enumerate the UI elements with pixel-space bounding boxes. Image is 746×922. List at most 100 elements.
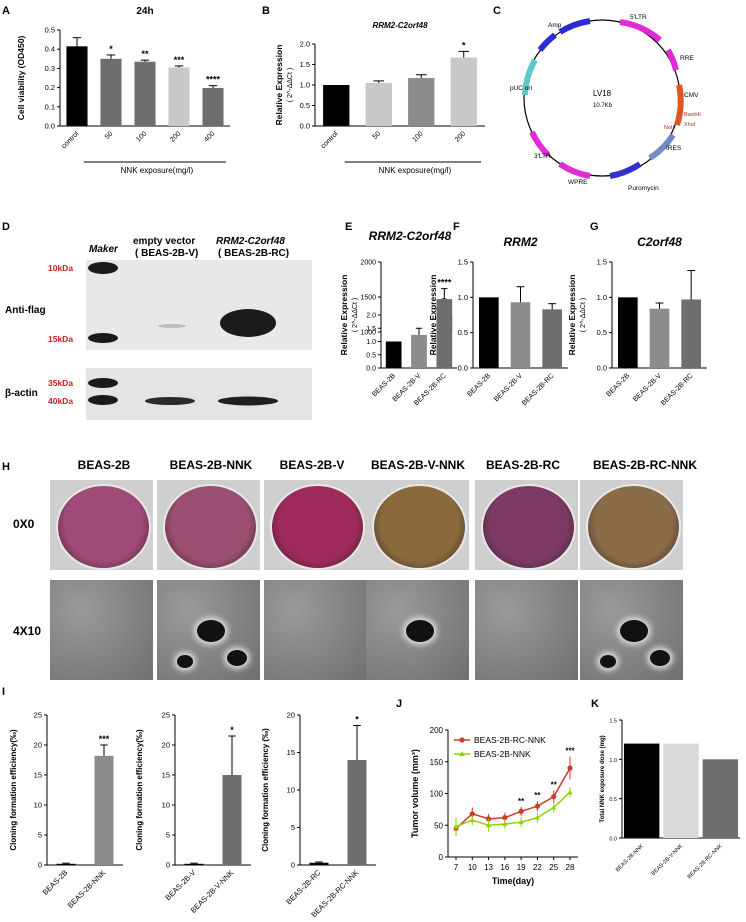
significance-mark: * (230, 725, 234, 735)
x-tick-label: 16 (500, 863, 509, 872)
y-tick-label: 0.2 (45, 83, 55, 92)
y-tick-label: 0.5 (300, 101, 310, 110)
blot-actin-membrane (86, 368, 312, 420)
y-tick-label: 150 (430, 758, 444, 767)
x-tick-label: 10 (468, 863, 477, 872)
flag-band-v (158, 324, 186, 328)
x-tick-label: 100 (135, 130, 148, 143)
bar (134, 61, 156, 126)
y-tick-label: 2000 (360, 260, 376, 267)
culture-col-beas-2b-v-nnk: BEAS-2B-V-NNK (371, 458, 465, 472)
flag-band-rc (220, 309, 276, 337)
lane-label-empty-vector: empty vector (133, 236, 195, 247)
data-point (518, 819, 524, 825)
y-tick-label: 1000 (360, 330, 376, 337)
label-3ltr: 3'LTR (534, 153, 551, 160)
colony (177, 655, 193, 668)
bar (309, 862, 329, 865)
significance-mark: *** (174, 55, 185, 65)
bar (408, 78, 435, 126)
y-tick-label: 1.5 (300, 60, 310, 69)
culture-well (163, 484, 258, 570)
x-tick-label: control (61, 130, 81, 150)
y-tick-label: 0.5 (45, 26, 55, 35)
marker-label-10kda: 10kDa (48, 263, 73, 273)
y-tick-label: 20 (287, 711, 295, 720)
well-photo-1 (50, 480, 153, 570)
label-ires: IRES (666, 145, 682, 152)
panel-letter-f: F (453, 221, 460, 233)
x-tick-label: 25 (549, 863, 558, 872)
panel-letter-b: B (262, 5, 270, 17)
microscopy-photo-4 (366, 580, 469, 680)
microscopy-photo-5 (475, 580, 578, 680)
y-tick-label: 15 (162, 771, 170, 780)
bar (623, 743, 660, 838)
western-blot: Maker empty vector ( BEAS-2B-V) RRM2-C2o… (5, 236, 312, 420)
culture-well (56, 484, 151, 570)
y-tick-label: 1.0 (458, 293, 468, 302)
y-tick-label: 5 (38, 831, 42, 840)
significance-mark: ** (551, 780, 558, 789)
y-tick-label: 1.5 (458, 258, 468, 267)
feature-5ltr (619, 19, 662, 43)
y-axis-label: Cloning formation efficiency(‰) (9, 729, 18, 851)
data-point (502, 815, 508, 821)
plasmid-name: LV18 (593, 89, 612, 98)
marker-band-35kda (88, 378, 118, 388)
y-axis-label: Cloning formation efficiency (‰) (261, 728, 270, 852)
y-axis-label-sub: ( 2^-ΔΔCt ) (287, 68, 294, 102)
data-point (534, 815, 541, 820)
y-tick-label: 1.0 (300, 81, 310, 90)
bar (649, 308, 670, 368)
panel-letter-i: I (2, 686, 5, 698)
label-puromycin: Puromycin (628, 185, 659, 192)
x-tick-label: BEAS-2B-RC (284, 868, 323, 907)
x-tick-label: 50 (372, 130, 383, 141)
y-tick-label: 0.1 (45, 102, 55, 111)
y-tick-label: 200 (430, 726, 444, 735)
y-tick-label: 50 (434, 821, 443, 830)
x-tick-label: 50 (104, 130, 115, 141)
feature-cmv (674, 84, 684, 126)
feature-3ltr (529, 130, 551, 158)
y-tick-label: 5 (166, 831, 170, 840)
label-rre: RRE (680, 55, 694, 62)
y-tick-label: 100 (430, 790, 444, 799)
label-amp: Amp (548, 22, 562, 29)
y-tick-label: 1.5 (597, 258, 607, 267)
actin-band-rc (218, 396, 278, 406)
data-point (469, 817, 475, 823)
bar (202, 87, 224, 126)
legend-label-2: BEAS-2B-NNK (474, 749, 531, 759)
lane-label-maker: Maker (89, 244, 119, 255)
marker-band-40kda (88, 395, 118, 405)
marker-label-40kda: 40kDa (48, 396, 73, 406)
significance-mark: ** (141, 49, 149, 59)
chart-title: RRM2 (503, 235, 537, 249)
y-tick-label: 20 (162, 741, 170, 750)
feature-puromycin (609, 161, 642, 179)
y-tick-label: 25 (34, 711, 42, 720)
label-wpre: WPRE (568, 179, 588, 186)
significance-mark: **** (206, 75, 221, 85)
bar (479, 297, 499, 368)
bar (510, 302, 531, 368)
significance-mark: ** (518, 797, 525, 806)
culture-col-beas-2b: BEAS-2B (78, 458, 131, 472)
colony (197, 620, 225, 643)
bar (222, 775, 242, 865)
y-tick-label: 0 (291, 861, 295, 870)
culture-well (372, 484, 467, 570)
y-axis-label: Relative Expression (567, 275, 577, 356)
x-tick-label: 7 (454, 863, 459, 872)
significance-mark: *** (99, 734, 110, 744)
microscopy-photo-3 (264, 580, 367, 680)
x-tick-label: BEAS-2B-V (163, 868, 197, 902)
lane-label-rrm2-c2orf48: RRM2-C2orf48 (216, 236, 285, 247)
bar-upper (436, 299, 453, 332)
y-tick-label: 5 (291, 823, 295, 832)
feature-amp (558, 18, 591, 35)
x-tick-label: BEAS-2B-NNK (615, 843, 645, 873)
